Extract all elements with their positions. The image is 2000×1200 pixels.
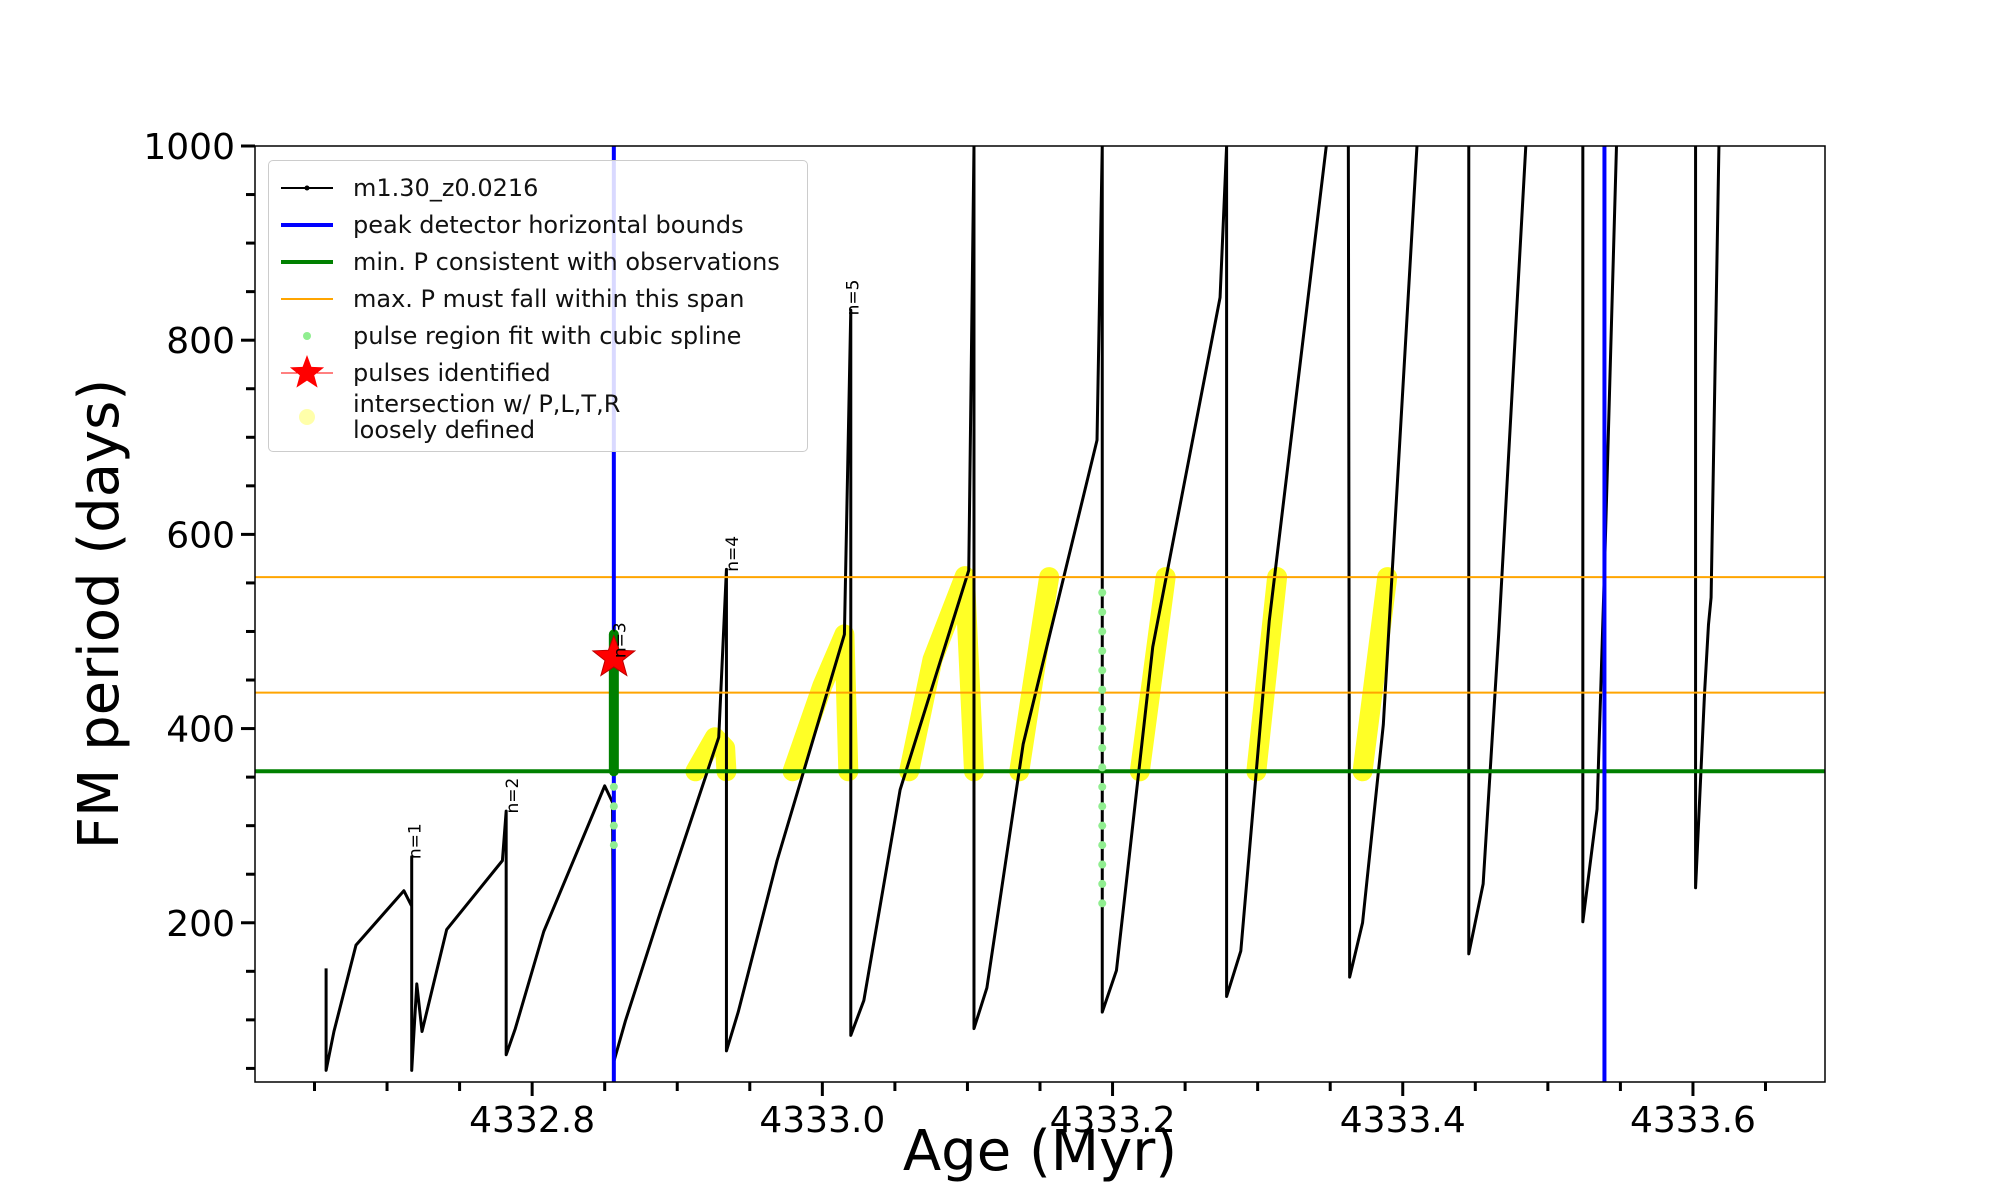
x-tick-label: 4333.2 <box>1050 1100 1176 1141</box>
x-tick-label: 4333.0 <box>759 1100 885 1141</box>
y-tick-label: 600 <box>166 515 235 556</box>
intersection-band <box>685 566 1398 782</box>
legend-marker <box>281 185 333 190</box>
x-tick-label: 4333.4 <box>1340 1100 1466 1141</box>
annotation: n=1 <box>406 823 426 859</box>
pulse-point <box>1098 821 1107 830</box>
annotation: n=5 <box>844 280 864 316</box>
pulse-point <box>1098 743 1107 752</box>
pulse-point <box>609 802 618 811</box>
pulse-point <box>1098 608 1107 617</box>
x-tick-label: 4333.6 <box>1630 1100 1756 1141</box>
legend-label: pulses identified <box>353 358 551 387</box>
period-track <box>324 146 1721 1072</box>
pulse-point <box>1098 666 1107 675</box>
legend-marker <box>281 297 333 300</box>
pulse-point <box>1098 646 1107 655</box>
legend-entry: min. P consistent with observations <box>269 243 807 280</box>
legend-entry: pulses identified <box>269 354 807 391</box>
pulse-point <box>609 821 618 830</box>
legend-swatch <box>289 354 325 388</box>
legend-marker <box>281 222 333 227</box>
legend-label: max. P must fall within this span <box>353 284 745 313</box>
pulse-point <box>609 841 618 850</box>
legend-entry: m1.30_z0.0216 <box>269 169 807 206</box>
y-tick-label: 1000 <box>143 127 235 168</box>
legend-entry: max. P must fall within this span <box>269 280 807 317</box>
legend-entry: pulse region fit with cubic spline <box>269 317 807 354</box>
legend-marker <box>281 354 333 388</box>
annotation: n=4 <box>723 536 743 572</box>
pulse-point <box>1098 860 1107 869</box>
pulse-point <box>1098 899 1107 908</box>
legend-entry: intersection w/ P,L,T,R loosely defined <box>269 391 807 443</box>
annotation: n=2 <box>503 778 523 814</box>
legend-label: min. P consistent with observations <box>353 247 780 276</box>
y-tick-label: 800 <box>166 321 235 362</box>
legend-swatch <box>304 185 310 190</box>
pulse-point <box>1098 588 1107 597</box>
pulse-star <box>591 634 637 677</box>
x-axis-label: Age (Myr) <box>903 1119 1177 1184</box>
legend-marker <box>299 409 315 425</box>
pulse-point <box>1098 841 1107 850</box>
y-tick-label: 200 <box>166 904 235 945</box>
pulse-point <box>1098 705 1107 714</box>
legend-marker <box>303 331 311 340</box>
legend-swatch <box>299 409 315 425</box>
pulse-point <box>1098 879 1107 888</box>
pulse-point <box>1098 724 1107 733</box>
legend-entry: peak detector horizontal bounds <box>269 206 807 243</box>
legend-label: m1.30_z0.0216 <box>353 173 539 202</box>
pulse-point <box>1098 802 1107 811</box>
pulse-point <box>1098 763 1107 772</box>
legend-marker <box>281 259 333 264</box>
legend-label: intersection w/ P,L,T,R loosely defined <box>353 390 621 444</box>
x-tick-label: 4332.8 <box>469 1100 595 1141</box>
legend-label: pulse region fit with cubic spline <box>353 321 742 350</box>
plot-area <box>255 146 1825 1082</box>
pulse-point <box>1098 782 1107 791</box>
y-tick-label: 400 <box>166 710 235 751</box>
legend-label: peak detector horizontal bounds <box>353 210 744 239</box>
y-axis-label: FM period (days) <box>67 379 132 849</box>
pulse-point <box>609 782 618 791</box>
legend-swatch <box>303 331 311 340</box>
pulse-point <box>1098 685 1107 694</box>
pulse-point <box>1098 627 1107 636</box>
annotation: n=3 <box>610 622 630 658</box>
